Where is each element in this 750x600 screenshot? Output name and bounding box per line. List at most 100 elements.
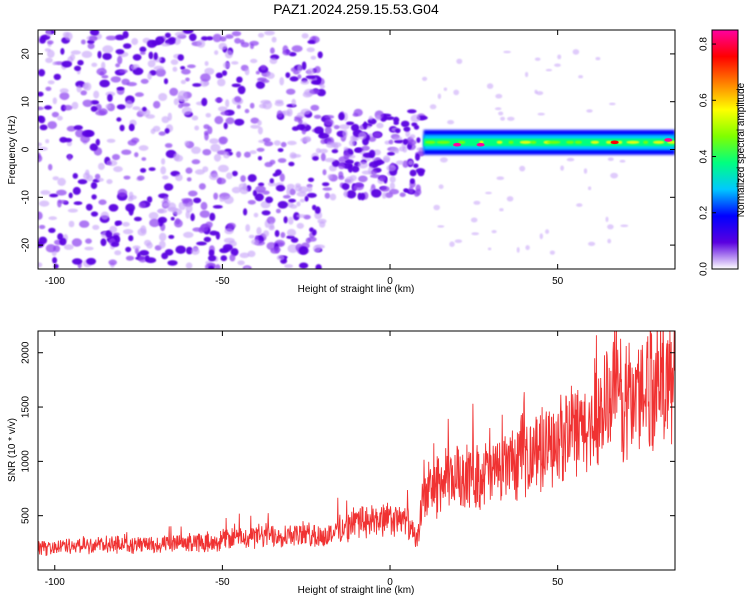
heatmap-cell xyxy=(281,110,291,116)
heatmap-cell xyxy=(128,235,134,242)
heatmap-cell xyxy=(438,184,444,189)
heatmap-cell xyxy=(407,139,417,146)
carrier-segment xyxy=(643,140,649,144)
heatmap-cell xyxy=(177,90,188,100)
heatmap-cell xyxy=(81,39,86,45)
heatmap-cell xyxy=(301,61,307,70)
heatmap-cell xyxy=(258,182,265,187)
heatmap-cell xyxy=(274,101,284,107)
heatmap-cell xyxy=(449,241,455,247)
heatmap-cell xyxy=(59,88,69,94)
heatmap-cell xyxy=(200,201,208,211)
heatmap-cell xyxy=(191,159,201,165)
heatmap-cell xyxy=(620,224,629,228)
heatmap-cell xyxy=(81,130,93,137)
heatmap-cell xyxy=(314,126,324,135)
heatmap-cell xyxy=(389,182,395,190)
heatmap-cell xyxy=(116,220,123,226)
heatmap-cell xyxy=(196,241,207,246)
heatmap-cell xyxy=(313,114,322,119)
heatmap-cell xyxy=(280,141,287,148)
heatmap-cell xyxy=(146,242,153,249)
snr-series-line xyxy=(38,331,675,557)
heatmap-cell xyxy=(76,85,82,93)
heatmap-cell xyxy=(327,174,333,180)
heatmap-cell xyxy=(389,188,399,195)
heatmap-cell xyxy=(324,118,334,126)
heatmap-cell xyxy=(77,59,84,66)
heatmap-cell xyxy=(72,186,81,195)
heatmap-cell xyxy=(164,32,171,38)
heatmap-cell xyxy=(202,149,212,156)
heatmap-cell xyxy=(111,241,120,247)
heatmap-cell xyxy=(91,62,98,67)
heatmap-cell xyxy=(85,238,92,244)
heatmap-cell xyxy=(54,61,64,66)
heatmap-cell xyxy=(59,237,67,246)
heatmap-cell xyxy=(110,76,122,83)
heatmap-cell xyxy=(181,68,191,75)
heatmap-cell xyxy=(363,121,368,130)
heatmap-cell xyxy=(125,246,132,253)
heatmap-cell xyxy=(282,195,291,199)
heatmap-cell xyxy=(297,74,302,80)
heatmap-cell xyxy=(56,189,67,196)
heatmap-cell xyxy=(185,77,190,82)
heatmap-cell xyxy=(297,64,302,73)
heatmap-cell xyxy=(97,177,104,182)
heatmap-cell xyxy=(387,151,395,156)
heatmap-cell xyxy=(170,59,179,65)
heatmap-cell xyxy=(101,61,106,70)
heatmap-cell xyxy=(116,104,126,110)
heatmap-cell xyxy=(257,156,263,161)
carrier-segment xyxy=(496,140,503,144)
heatmap-cell xyxy=(299,262,309,269)
heatmap-cell xyxy=(346,190,357,199)
heatmap-cell xyxy=(403,126,411,132)
heatmap-cell xyxy=(370,174,381,179)
y-tick-label: 1000 xyxy=(21,450,32,473)
heatmap-cell xyxy=(225,117,235,125)
heatmap-cell xyxy=(288,216,294,225)
heatmap-cell xyxy=(245,224,251,232)
heatmap-cell xyxy=(205,113,212,118)
heatmap-cell xyxy=(437,93,442,100)
heatmap-cell xyxy=(358,131,367,140)
heatmap-cell xyxy=(40,190,51,195)
heatmap-cell xyxy=(95,110,107,116)
heatmap-cell xyxy=(153,65,164,71)
heatmap-cell xyxy=(261,79,270,83)
carrier-peak xyxy=(664,138,673,142)
heatmap-cell xyxy=(236,104,241,109)
heatmap-cell xyxy=(503,50,511,54)
heatmap-cell xyxy=(193,197,202,204)
heatmap-cell xyxy=(277,148,284,153)
heatmap-cell xyxy=(283,216,288,224)
heatmap-cell xyxy=(525,245,530,251)
heatmap-cell xyxy=(206,36,214,41)
heatmap-cell xyxy=(408,186,414,194)
heatmap-cell xyxy=(164,143,173,148)
heatmap-cell xyxy=(209,230,219,236)
y-tick-label: 500 xyxy=(21,507,32,524)
heatmap-cell xyxy=(286,228,297,237)
heatmap-cell xyxy=(499,208,504,212)
heatmap-cell xyxy=(117,55,123,65)
heatmap-cell xyxy=(114,250,122,256)
heatmap-cell xyxy=(234,37,242,44)
heatmap-cell xyxy=(231,83,241,88)
heatmap-cell xyxy=(506,196,514,202)
heatmap-cell xyxy=(164,128,170,134)
heatmap-cell xyxy=(352,185,357,191)
heatmap-cell xyxy=(231,186,241,194)
heatmap-cell xyxy=(102,45,114,54)
heatmap-cell xyxy=(215,264,221,269)
heatmap-cell xyxy=(545,68,553,72)
heatmap-cell xyxy=(79,220,90,228)
snr-panel: -100 -50 0 50 500 1000 1500 2000 Height of str… xyxy=(7,330,676,596)
heatmap-cell xyxy=(415,168,426,174)
heatmap-cell xyxy=(213,153,222,162)
heatmap-cell xyxy=(137,175,145,181)
heatmap-cell xyxy=(180,66,186,70)
